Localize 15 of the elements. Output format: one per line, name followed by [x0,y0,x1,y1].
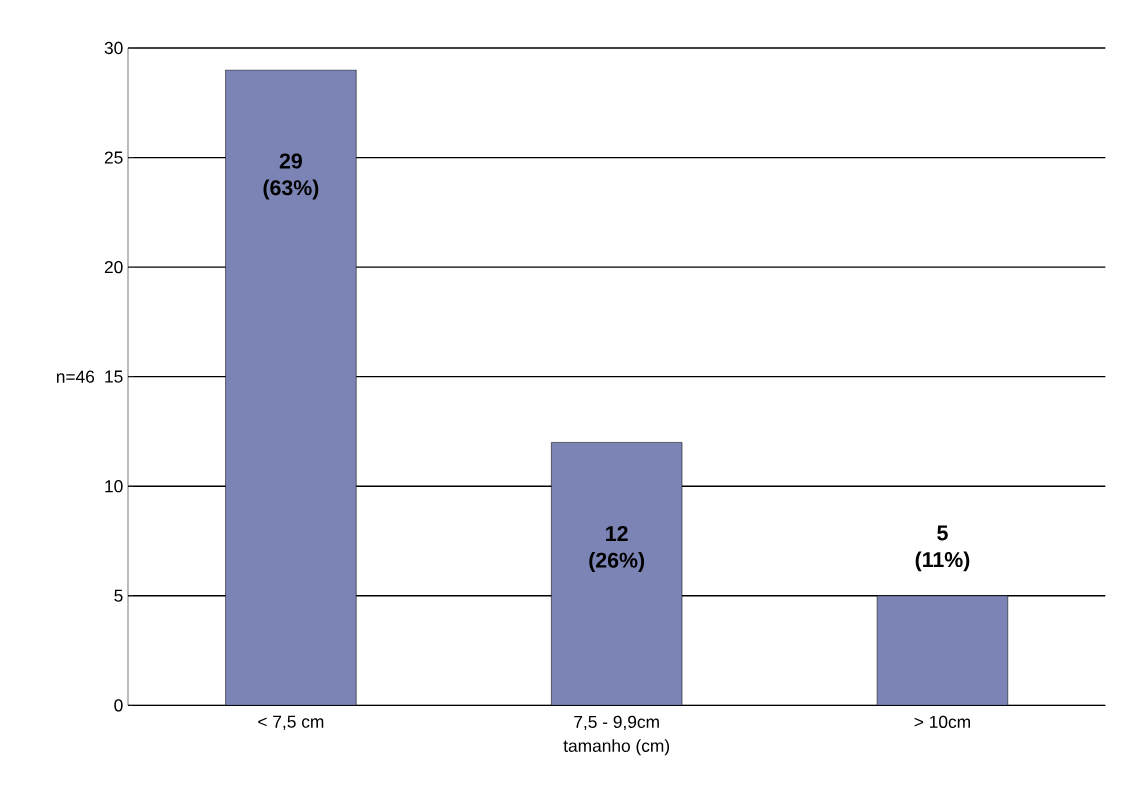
y-tick-label: 5 [114,589,123,602]
x-tick-label: 7,5 - 9,9cm [574,715,659,731]
x-tick-label: < 7,5 cm [258,715,324,730]
data-label: 29 (63%) [263,153,319,200]
y-tick-label: 20 [104,260,123,274]
y-tick-label: 30 [104,41,123,55]
data-label: 12 (26%) [589,526,645,572]
y-tick-label: 25 [104,151,123,164]
y-tick-label: 15 [105,370,123,383]
x-tick-label: > 10cm [914,715,970,729]
data-label: 5 (11%) [915,525,970,572]
y-tick-label: 10 [105,480,123,493]
y-tick-label: 0 [114,699,123,712]
x-axis-title: tamanho (cm) [563,739,670,756]
y-axis-title: n=46 [56,370,95,383]
